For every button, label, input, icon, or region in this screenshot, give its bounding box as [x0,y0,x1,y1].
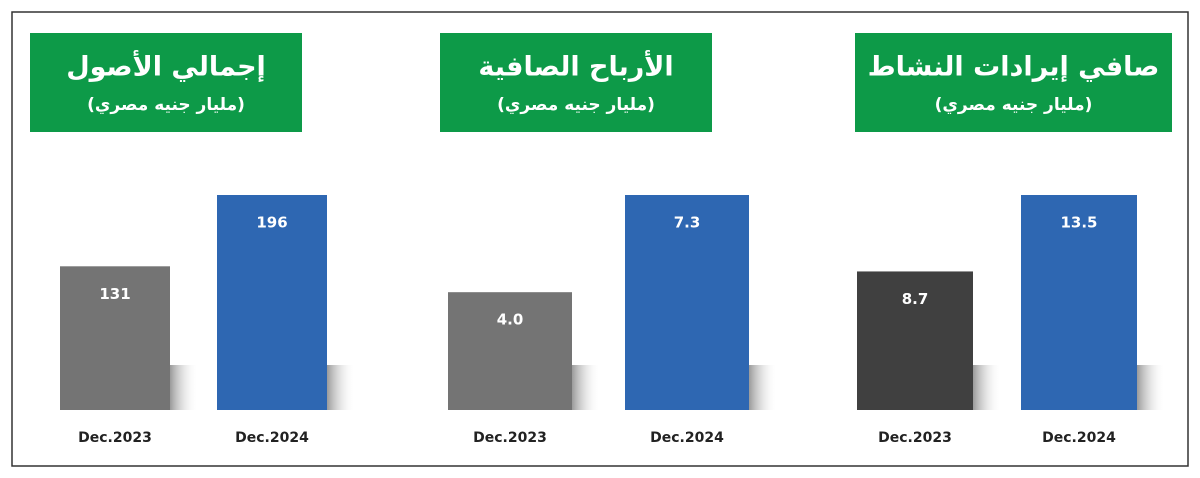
chart-subtitle: (مليار جنيه مصري) [497,95,655,115]
bar-shadow [1137,365,1165,410]
value-label: 196 [256,214,287,232]
bar-shadow [749,365,777,410]
x-tick-label: Dec.2023 [878,430,952,446]
bar [60,266,170,410]
title-box [855,33,1172,132]
chart-subtitle: (مليار جنيه مصري) [87,95,245,115]
bar [1021,195,1137,410]
x-tick-label: Dec.2023 [78,430,152,446]
value-label: 4.0 [497,311,524,329]
bar [857,271,973,410]
x-tick-label: Dec.2024 [650,430,724,446]
x-tick-label: Dec.2024 [235,430,309,446]
bar-shadow [572,365,600,410]
x-tick-label: Dec.2024 [1042,430,1116,446]
chart-title: صافي إيرادات النشاط [868,52,1160,83]
chart-title: إجمالي الأصول [66,50,266,83]
bar-shadow [170,365,198,410]
x-tick-label: Dec.2023 [473,430,547,446]
value-label: 13.5 [1060,214,1097,232]
bar [217,195,327,410]
bar [448,292,572,410]
value-label: 7.3 [674,214,701,232]
bar-shadow [973,365,1001,410]
chart-title: الأرباح الصافية [478,50,673,83]
bar-shadow [327,365,355,410]
title-box [30,33,302,132]
title-box [440,33,712,132]
value-label: 131 [99,285,130,303]
bar [625,195,749,410]
value-label: 8.7 [902,290,929,308]
chart-subtitle: (مليار جنيه مصري) [935,95,1093,115]
